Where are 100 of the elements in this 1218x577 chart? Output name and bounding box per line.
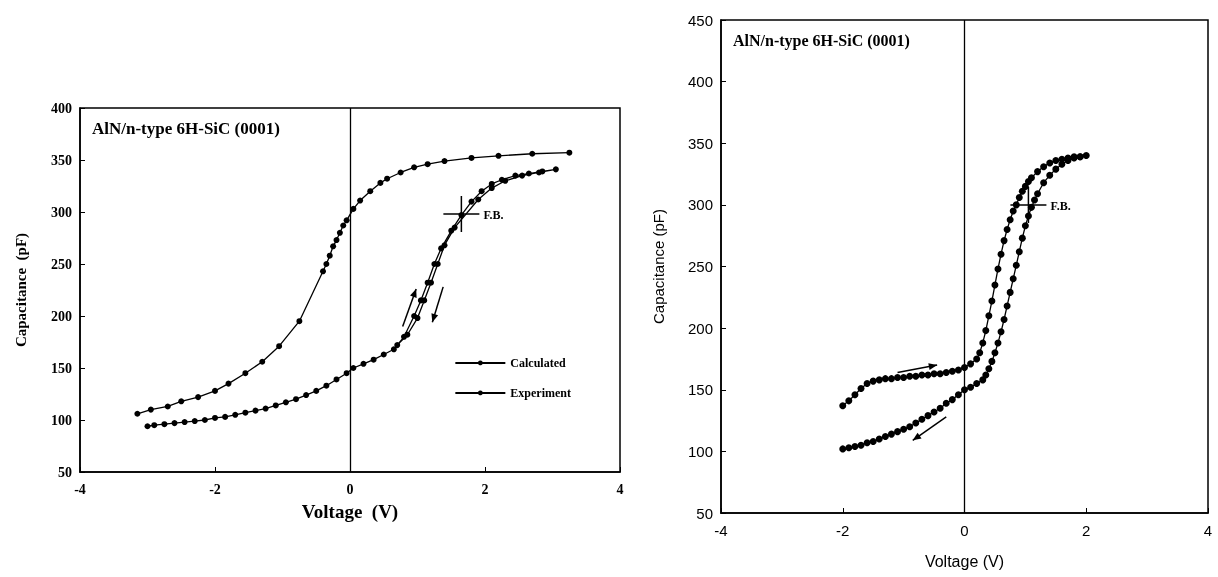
point xyxy=(377,179,384,186)
y-tick-label: 100 xyxy=(51,412,72,428)
point xyxy=(151,422,158,429)
y-axis-title: Capacitance (pF) xyxy=(12,232,30,348)
point xyxy=(320,268,326,275)
point xyxy=(397,169,404,176)
point xyxy=(242,370,249,377)
x-axis-title: Voltage (V) xyxy=(924,552,1005,570)
point xyxy=(181,419,188,426)
annotation: F.B. xyxy=(1050,198,1071,214)
point xyxy=(475,196,482,203)
x-tick-label: -2 xyxy=(836,522,850,539)
point xyxy=(212,414,218,421)
x-tick-label: 2 xyxy=(481,481,489,497)
point xyxy=(360,360,367,367)
point xyxy=(161,421,168,428)
point xyxy=(512,172,519,179)
point xyxy=(404,331,411,338)
x-tick-label: 4 xyxy=(1203,522,1213,539)
point xyxy=(296,318,303,325)
point xyxy=(293,396,299,403)
point xyxy=(421,297,428,304)
point xyxy=(502,177,509,184)
point xyxy=(536,169,542,176)
point xyxy=(232,411,239,418)
point xyxy=(147,406,154,413)
point xyxy=(519,172,526,179)
y-tick-label: 300 xyxy=(687,196,713,214)
point xyxy=(438,245,445,252)
y-tick-label: 300 xyxy=(51,204,72,220)
point xyxy=(424,161,431,168)
x-tick-label: -2 xyxy=(209,481,221,497)
x-tick-label: -4 xyxy=(74,481,86,497)
point xyxy=(478,188,485,195)
point xyxy=(178,398,185,405)
point xyxy=(343,217,350,224)
point xyxy=(367,188,374,195)
x-tick-label: 2 xyxy=(1082,522,1091,539)
y-tick-label: 50 xyxy=(696,504,713,522)
point xyxy=(272,402,279,409)
point xyxy=(134,410,141,417)
point xyxy=(144,423,151,430)
point xyxy=(323,382,330,389)
y-tick-label: 350 xyxy=(51,152,72,168)
point xyxy=(529,150,536,157)
annotation: F.B. xyxy=(483,208,504,224)
point xyxy=(428,279,434,286)
point xyxy=(303,392,310,399)
point xyxy=(259,358,266,365)
point xyxy=(566,149,573,156)
point xyxy=(171,420,178,427)
point xyxy=(411,164,418,171)
point xyxy=(336,229,343,236)
point xyxy=(195,394,202,401)
y-tick-label: 250 xyxy=(51,256,72,272)
point xyxy=(212,387,218,394)
point xyxy=(350,365,357,371)
point xyxy=(343,370,350,377)
point xyxy=(468,198,475,205)
text: AlN/n-type 6H-SiC (0001) xyxy=(733,31,910,50)
y-tick-label: 150 xyxy=(687,381,713,399)
point xyxy=(488,185,495,192)
text: AlN/n-type 6H-SiC (0001) xyxy=(92,119,280,138)
point xyxy=(333,376,340,383)
point xyxy=(350,205,357,212)
x-tick-label: 0 xyxy=(960,522,969,539)
y-tick-label: 200 xyxy=(687,319,713,337)
point xyxy=(468,154,475,161)
y-tick-label: 400 xyxy=(687,73,713,91)
point xyxy=(323,261,330,267)
legend-label: Calculated xyxy=(510,355,566,370)
x-tick-label: 4 xyxy=(616,481,624,497)
point xyxy=(276,343,283,350)
point xyxy=(313,387,320,394)
point xyxy=(201,417,208,423)
x-tick-label: -4 xyxy=(714,522,728,539)
y-tick-label: 150 xyxy=(51,360,72,376)
y-tick-label: 450 xyxy=(687,11,713,29)
y-tick-label: 400 xyxy=(51,100,72,116)
point xyxy=(326,252,333,259)
y-axis-title: Capacitance (pF) xyxy=(650,208,667,325)
point xyxy=(340,222,347,229)
y-tick-label: 250 xyxy=(687,258,713,275)
point xyxy=(191,418,198,425)
point xyxy=(441,242,448,249)
y-tick-label: 100 xyxy=(687,442,713,460)
point xyxy=(441,158,448,165)
y-tick-label: 200 xyxy=(51,308,72,324)
point xyxy=(552,166,559,173)
point xyxy=(495,152,502,159)
point xyxy=(333,237,340,244)
point xyxy=(394,342,401,349)
point xyxy=(525,170,532,177)
point xyxy=(262,405,269,412)
point xyxy=(330,243,337,250)
point xyxy=(242,409,249,416)
point xyxy=(222,413,229,420)
point xyxy=(384,175,391,182)
y-tick-label: 50 xyxy=(58,464,72,480)
point xyxy=(357,197,364,204)
